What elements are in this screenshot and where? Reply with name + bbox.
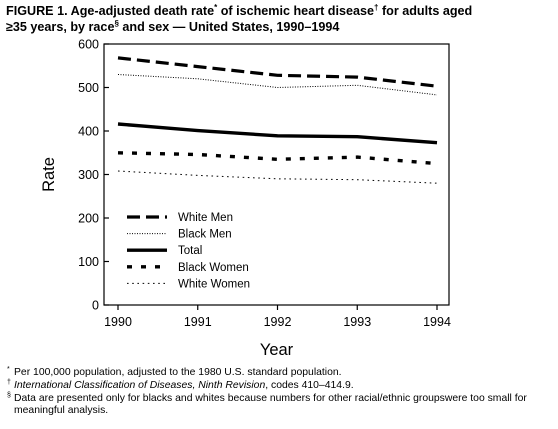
footnote-text-2: , codes 410–414.9. [265,379,354,391]
x-axis-label: Year [260,341,294,359]
title-text-1: FIGURE 1. Age-adjusted death rate [6,4,215,18]
x-tick-label: 1992 [264,315,292,329]
chart-axes: 0 100 200 300 400 500 600 1990 1991 1992 1993 1994 Y… [40,38,451,360]
title-text-1b: of ischemic heart disease [217,4,374,18]
footnote-2: † International Classification of Disease… [6,378,556,393]
legend-label: Black Men [178,229,232,241]
y-tick-label: 0 [92,299,99,313]
title-line-1: FIGURE 1. Age-adjusted death rate* of is… [6,3,554,19]
figure-title: FIGURE 1. Age-adjusted death rate* of is… [6,3,554,35]
y-tick-label: 600 [78,38,99,52]
title-footnote-mark-3: § [114,18,119,28]
footnote-text-1: Per 100,000 population, adjusted to the … [14,367,342,378]
footnote-3: § Data are presented only for blacks and … [6,391,556,419]
y-tick-label: 300 [78,168,99,182]
series-line-total [117,122,438,145]
footnote-mark-3: § [7,391,11,399]
legend-label: Black Women [178,262,249,274]
footnote-text-3a: Data are presented only for blacks and w… [14,392,445,404]
y-tick-label: 400 [78,125,99,139]
series-line-white-women [117,170,438,184]
title-line-2: ≥35 years, by race§ and sex — United Sta… [6,19,554,35]
footnote-mark-2: † [7,378,11,386]
legend-label: White Women [178,278,250,290]
footnote-mark-1: * [7,366,10,373]
footnotes: * Per 100,000 population, adjusted to the… [6,366,556,419]
title-text-1c: for adults aged [378,4,473,18]
chart-series [117,56,438,184]
series-line-black-women [117,151,438,166]
series-line-black-men [117,74,438,96]
title-footnote-mark-1: * [214,2,218,12]
y-axis-label: Rate [40,157,58,192]
footnote-text-3b: were too small for meaningful analysis. [14,392,527,417]
footnote-1: * Per 100,000 population, adjusted to the… [6,366,556,380]
x-tick-label: 1990 [104,315,132,329]
legend-label: Total [178,245,202,257]
x-tick-label: 1991 [184,315,212,329]
chart-legend: White Men Black Men Total Black Women White … [127,212,250,290]
series-line-white-men [117,56,438,88]
legend-label: White Men [178,212,233,224]
x-tick-label: 1993 [343,315,371,329]
title-text-2b: and sex — United States, 1990–1994 [118,20,340,34]
title-footnote-mark-2: † [374,2,379,12]
y-tick-label: 100 [78,255,99,269]
title-text-2a: ≥35 years, by race [6,20,115,34]
y-tick-label: 500 [78,81,99,95]
y-tick-label: 200 [78,212,99,226]
footnote-italic-2: International Classification of Diseases… [14,379,266,391]
x-tick-label: 1994 [423,315,451,329]
